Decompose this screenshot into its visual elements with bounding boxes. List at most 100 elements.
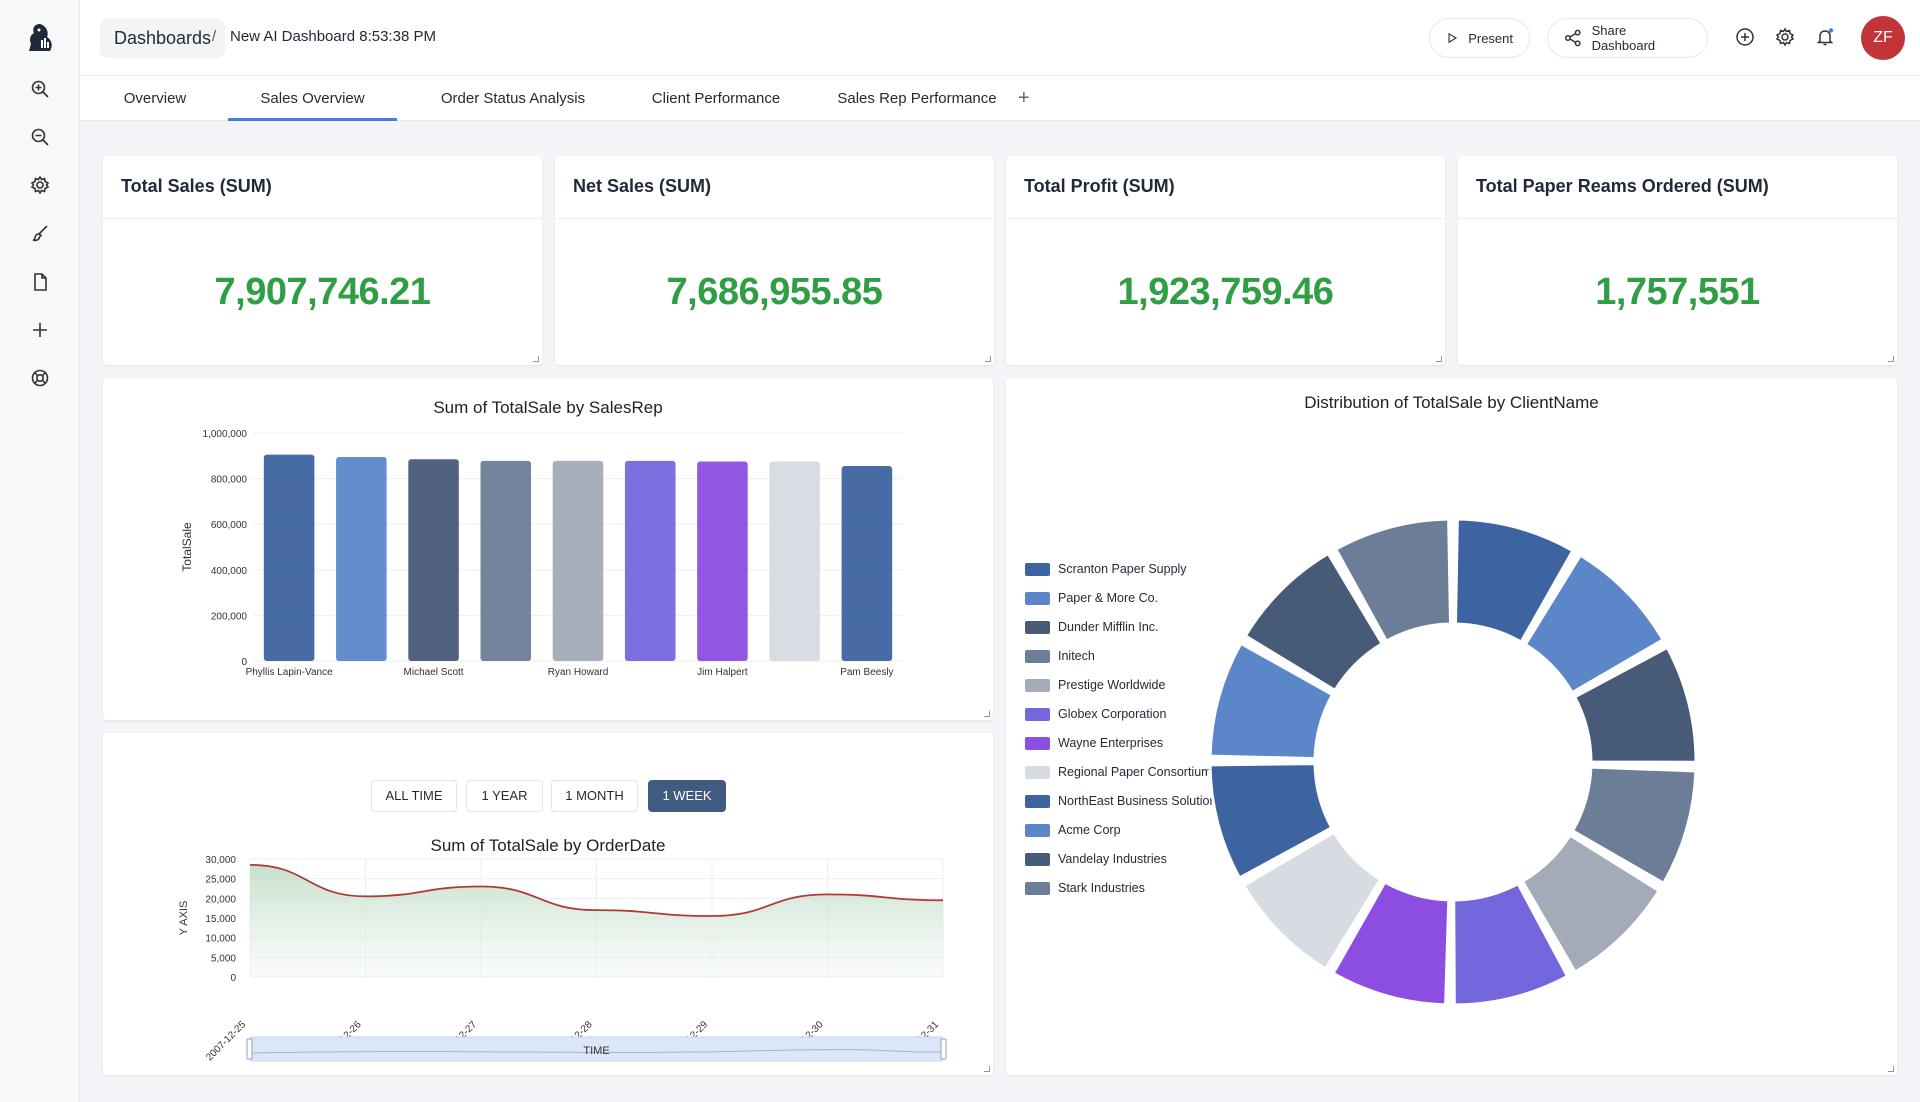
legend-item[interactable]: Globex Corporation [1025, 705, 1166, 723]
bar-chart-title: Sum of TotalSale by SalesRep [433, 398, 663, 417]
settings-icon[interactable] [1771, 23, 1799, 51]
kpi-title: Net Sales (SUM) [573, 176, 712, 196]
bar [336, 456, 387, 661]
tab-sales-rep-performance[interactable]: Sales Rep Performance [837, 90, 997, 107]
tab-order-status-analysis[interactable]: Order Status Analysis [440, 90, 586, 107]
file-icon[interactable] [25, 267, 55, 297]
tab-sales-overview[interactable]: Sales Overview [228, 76, 397, 121]
y-tick-label: 25,000 [205, 875, 236, 886]
kpi-title: Total Paper Reams Ordered (SUM) [1476, 176, 1769, 196]
legend-item[interactable]: Dunder Mifflin Inc. [1025, 618, 1159, 636]
bar-chart: 0 200,000 400,000 600,000 800,000 1,000,000 To… [180, 429, 903, 678]
y-tick-label: 30,000 [205, 855, 236, 866]
app-logo[interactable] [20, 18, 60, 58]
x-tick-label: Michael Scott [404, 667, 464, 678]
legend-swatch [1025, 823, 1050, 837]
y-tick-label: 800,000 [211, 475, 248, 486]
legend-item[interactable]: NorthEast Business Solutions [1025, 792, 1223, 810]
legend-label: NorthEast Business Solutions [1058, 794, 1223, 808]
legend-swatch [1025, 678, 1050, 692]
range-all-time-button[interactable]: ALL TIME [371, 780, 457, 812]
x-tick-label: 2007-12-25 [204, 1019, 248, 1063]
zoom-out-icon[interactable] [25, 122, 55, 152]
legend-swatch [1025, 794, 1050, 808]
zoom-in-icon[interactable] [25, 74, 55, 104]
bar [841, 466, 893, 661]
donut-slice [1452, 882, 1570, 1007]
top-bar: Dashboards / New AI Dashboard 8:53:38 PM… [80, 0, 1920, 76]
divider [1458, 218, 1897, 219]
donut-chart-title: Distribution of TotalSale by ClientName [1304, 393, 1599, 412]
legend-item[interactable]: Wayne Enterprises [1025, 734, 1163, 752]
y-tick-label: 200,000 [211, 611, 248, 622]
bell-icon[interactable] [1811, 23, 1839, 51]
add-circle-icon[interactable] [1731, 23, 1759, 51]
zoom-slider-preview [249, 1049, 944, 1054]
legend-label: Paper & More Co. [1058, 591, 1159, 605]
resize-handle[interactable] [985, 356, 991, 362]
line-chart-title: Sum of TotalSale by OrderDate [430, 836, 666, 855]
resize-handle[interactable] [533, 356, 539, 362]
share-label: Share Dashboard [1591, 23, 1656, 53]
donut-slice [1573, 645, 1698, 764]
legend-swatch [1025, 852, 1050, 866]
y-tick-label: 0 [241, 657, 247, 668]
present-button[interactable]: Present [1429, 18, 1530, 58]
legend-swatch [1025, 649, 1050, 663]
donut-slice [1208, 641, 1335, 761]
y-tick-label: 600,000 [211, 520, 248, 531]
share-dashboard-button[interactable]: Share Dashboard [1547, 18, 1708, 58]
dashboard-title: New AI Dashboard 8:53:38 PM [230, 28, 436, 45]
kpi-title: Total Profit (SUM) [1024, 176, 1175, 196]
tab-client-performance[interactable]: Client Performance [651, 90, 781, 107]
tab-overview[interactable]: Overview [123, 90, 187, 107]
donut-slice [1571, 765, 1698, 885]
bar [697, 461, 748, 661]
play-icon [1448, 32, 1457, 44]
legend-item[interactable]: Regional Paper Consortium [1025, 763, 1212, 781]
resize-handle[interactable] [984, 711, 990, 717]
legend-item[interactable]: Scranton Paper Supply [1025, 560, 1187, 578]
plus-icon[interactable] [25, 315, 55, 345]
gear-icon[interactable] [25, 170, 55, 200]
present-label: Present [1468, 30, 1513, 46]
y-tick-label: 1,000,000 [203, 429, 248, 440]
tab-bar: Overview Sales Overview Order Status Ana… [80, 76, 1920, 121]
legend-item[interactable]: Paper & More Co. [1025, 589, 1158, 607]
help-icon[interactable] [25, 363, 55, 393]
line-chart: 0 5,000 10,000 15,000 20,000 25,000 30,000 Y AX… [178, 855, 947, 1063]
kpi-card-total-sales: Total Sales (SUM) 7,907,746.21 [103, 156, 542, 365]
legend-item[interactable]: Initech [1025, 647, 1095, 665]
breadcrumb-root[interactable]: Dashboards [100, 18, 226, 58]
zoom-handle-left [246, 1038, 253, 1060]
bar [624, 460, 676, 661]
legend-item[interactable]: Stark Industries [1025, 879, 1145, 897]
donut-slice [1243, 552, 1384, 692]
resize-handle[interactable] [1888, 356, 1894, 362]
legend-item[interactable]: Vandelay Industries [1025, 850, 1167, 868]
range-1-year-button[interactable]: 1 YEAR [466, 780, 543, 812]
legend-item[interactable]: Acme Corp [1025, 821, 1121, 839]
resize-handle[interactable] [1888, 1066, 1894, 1072]
range-1-month-button[interactable]: 1 MONTH [551, 780, 638, 812]
kpi-value: 1,923,759.46 [1117, 271, 1334, 313]
add-tab-button[interactable]: + [1018, 87, 1030, 109]
x-tick-label: Ryan Howard [548, 667, 609, 678]
brush-icon[interactable] [25, 218, 55, 248]
resize-handle[interactable] [984, 1066, 990, 1072]
bar [480, 460, 532, 661]
resize-handle[interactable] [1436, 356, 1442, 362]
legend-swatch [1025, 620, 1050, 634]
share-icon [1564, 29, 1581, 47]
kpi-value: 7,907,746.21 [214, 271, 431, 313]
legend-swatch [1025, 881, 1050, 895]
legend-label: Globex Corporation [1058, 707, 1167, 721]
legend-swatch [1025, 736, 1050, 750]
user-avatar[interactable]: ZF [1861, 16, 1905, 60]
kpi-card-paper-reams: Total Paper Reams Ordered (SUM) 1,757,55… [1458, 156, 1897, 365]
legend-item[interactable]: Prestige Worldwide [1025, 676, 1165, 694]
divider [1006, 218, 1445, 219]
legend-label: Regional Paper Consortium [1058, 765, 1212, 779]
divider [555, 218, 994, 219]
range-1-week-button[interactable]: 1 WEEK [648, 780, 726, 812]
